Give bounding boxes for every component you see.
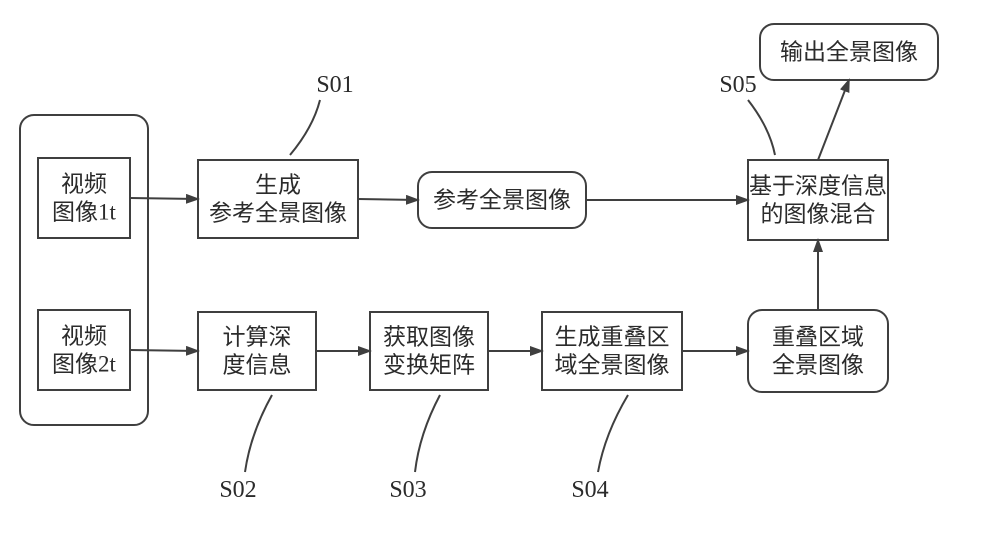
arrow-video1-to-s01 — [130, 198, 198, 199]
leader-line — [415, 395, 440, 472]
node-video2-line1: 图像2t — [52, 352, 117, 377]
step-label-text: S05 — [719, 72, 756, 98]
node-overlap-line1: 全景图像 — [772, 353, 864, 378]
step-label-text: S02 — [219, 477, 256, 503]
node-s01: 生成参考全景图像 — [198, 160, 358, 238]
leader-line — [598, 395, 628, 472]
leader-line — [245, 395, 272, 472]
leader-line — [290, 100, 320, 155]
node-output-line0: 输出全景图像 — [780, 40, 918, 65]
node-s01-line0: 生成 — [255, 173, 301, 198]
step-label-text: S01 — [316, 72, 353, 98]
node-video1-line1: 图像1t — [52, 200, 117, 225]
node-frame — [20, 115, 148, 425]
node-overlap-line0: 重叠区域 — [772, 325, 864, 350]
node-video2-line0: 视频 — [61, 324, 107, 349]
node-s02-line1: 度信息 — [223, 353, 292, 378]
node-s05-line0: 基于深度信息 — [749, 174, 887, 199]
node-video2: 视频图像2t — [38, 310, 130, 390]
step-label-s04: S04 — [571, 395, 628, 503]
node-s02: 计算深度信息 — [198, 312, 316, 390]
step-label-text: S03 — [389, 477, 426, 503]
node-s04-line0: 生成重叠区 — [555, 325, 670, 350]
flowchart-canvas: 视频图像1t视频图像2t生成参考全景图像参考全景图像计算深度信息获取图像变换矩阵… — [0, 0, 1000, 541]
node-video1-line0: 视频 — [61, 172, 107, 197]
node-s05-line1: 的图像混合 — [761, 202, 876, 227]
node-s04-line1: 域全景图像 — [555, 353, 670, 378]
node-s01-line1: 参考全景图像 — [209, 201, 347, 226]
node-refpano: 参考全景图像 — [418, 172, 586, 228]
step-label-s03: S03 — [389, 395, 440, 503]
node-s03: 获取图像变换矩阵 — [370, 312, 488, 390]
leader-line — [748, 100, 775, 155]
node-s05: 基于深度信息的图像混合 — [748, 160, 888, 240]
node-s04: 生成重叠区域全景图像 — [542, 312, 682, 390]
node-output: 输出全景图像 — [760, 24, 938, 80]
node-s03-line0: 获取图像 — [383, 325, 475, 350]
arrow-s05-to-output — [818, 80, 849, 160]
step-label-text: S04 — [571, 477, 608, 503]
arrow-s01-to-refpano — [358, 199, 418, 200]
step-label-s02: S02 — [219, 395, 272, 503]
arrow-video2-to-s02 — [130, 350, 198, 351]
node-overlap: 重叠区域全景图像 — [748, 310, 888, 392]
step-label-s05: S05 — [719, 72, 775, 155]
node-s03-line1: 变换矩阵 — [383, 353, 475, 378]
step-label-s01: S01 — [290, 72, 354, 155]
node-s02-line0: 计算深 — [223, 325, 292, 350]
node-refpano-line0: 参考全景图像 — [433, 188, 571, 213]
node-video1: 视频图像1t — [38, 158, 130, 238]
